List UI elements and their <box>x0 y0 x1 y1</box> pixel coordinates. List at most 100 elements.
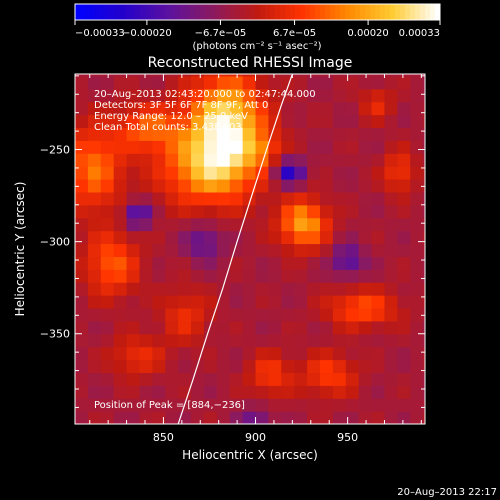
colorbar-swatch <box>280 4 286 20</box>
heatmap-cell <box>152 101 166 116</box>
heatmap-cell <box>126 179 141 193</box>
heatmap-cell <box>423 282 425 296</box>
heatmap-cell <box>87 140 102 154</box>
colorbar-swatch <box>385 4 391 20</box>
heatmap-cell <box>345 101 360 116</box>
heatmap-cell <box>307 295 321 309</box>
heatmap-cell <box>307 243 321 257</box>
heatmap-cell <box>165 307 179 322</box>
heatmap-cell <box>87 204 102 219</box>
heatmap-cell <box>255 88 270 103</box>
heatmap-cell <box>229 320 244 335</box>
heatmap-cell <box>113 385 128 399</box>
heatmap-cell <box>358 74 373 77</box>
heatmap-cell <box>397 411 411 424</box>
heatmap-cell <box>294 140 308 154</box>
heatmap-cell <box>268 411 282 424</box>
heatmap-cell <box>216 411 231 424</box>
heatmap-cell <box>268 320 282 335</box>
heatmap-cell <box>75 346 89 361</box>
heatmap-cell <box>87 101 102 116</box>
solar-limb-curve <box>177 74 293 424</box>
colorbar-swatch <box>375 4 381 20</box>
heatmap-cell <box>294 269 308 283</box>
heatmap-cell <box>203 179 218 193</box>
colorbar-tick-label: 6.7e−05 <box>273 28 316 39</box>
heatmap-cell <box>255 191 270 206</box>
heatmap-cell <box>281 204 295 219</box>
heatmap-cell <box>87 75 102 90</box>
x-tick-label: 850 <box>153 431 174 444</box>
heatmap-cell <box>229 127 244 141</box>
heatmap-cell <box>268 114 282 129</box>
heatmap-cell <box>152 372 166 386</box>
heatmap-cell <box>255 385 270 399</box>
heatmap-cell <box>358 333 373 348</box>
heatmap-cell <box>255 75 270 90</box>
heatmap-cell <box>358 140 373 154</box>
heatmap-cell <box>371 179 386 193</box>
heatmap-cell <box>397 295 411 309</box>
heatmap-cell <box>165 333 179 348</box>
heatmap-cell <box>345 166 360 180</box>
heatmap-cell <box>281 166 295 180</box>
heatmap-cell <box>178 217 192 232</box>
heatmap-cell <box>191 179 205 193</box>
heatmap-cell <box>294 74 308 77</box>
heatmap-cell <box>410 385 424 399</box>
colorbar-swatch <box>255 4 261 20</box>
heatmap-cell <box>191 88 205 103</box>
heatmap-cell <box>358 295 373 309</box>
heatmap-cell <box>410 166 424 180</box>
heatmap-cell <box>423 269 425 283</box>
heatmap-cell <box>397 179 411 193</box>
heatmap-cell <box>423 243 425 257</box>
heatmap-cell <box>268 179 282 193</box>
heatmap-cell <box>165 140 179 154</box>
heatmap-cell <box>100 140 115 154</box>
heatmap-cell <box>203 153 218 167</box>
colorbar-swatch <box>135 4 141 20</box>
heatmap-cell <box>371 398 386 412</box>
heatmap-cell <box>423 320 425 335</box>
heatmap-cell <box>203 282 218 296</box>
heatmap-cell <box>384 153 398 167</box>
heatmap-cell <box>242 179 257 193</box>
colorbar-swatch <box>310 4 316 20</box>
heatmap-cell <box>332 295 347 309</box>
heatmap-cell <box>332 385 347 399</box>
heatmap-cell <box>152 243 166 257</box>
heatmap-cell <box>358 307 373 322</box>
heatmap-cell <box>281 88 295 103</box>
heatmap-cell <box>307 256 321 270</box>
heatmap-cell <box>294 166 308 180</box>
heatmap-cell <box>371 372 386 386</box>
heatmap-cell <box>229 74 244 77</box>
heatmap-cell <box>320 114 334 129</box>
heatmap-cell <box>384 398 398 412</box>
heatmap-cell <box>75 204 89 219</box>
heatmap-cell <box>126 320 141 335</box>
heatmap-cell <box>191 217 205 232</box>
heatmap-cell <box>100 88 115 103</box>
heatmap-cell <box>100 282 115 296</box>
heatmap-cell <box>307 191 321 206</box>
heatmap-cell <box>87 385 102 399</box>
heatmap-cell <box>320 75 334 90</box>
heatmap-cell <box>152 359 166 374</box>
heatmap-cell <box>332 307 347 322</box>
heatmap-cell <box>423 359 425 374</box>
heatmap-cell <box>320 230 334 245</box>
heatmap-cell <box>113 88 128 103</box>
heatmap-cell <box>307 230 321 245</box>
colorbar-swatch <box>360 4 366 20</box>
heatmap-cell <box>139 179 153 193</box>
heatmap-cell <box>255 74 270 77</box>
heatmap-cell <box>139 75 153 90</box>
heatmap-cell <box>152 282 166 296</box>
colorbar-tick-label: 0.00033 <box>399 28 440 39</box>
colorbar-swatch <box>80 4 86 20</box>
heatmap-cell <box>294 307 308 322</box>
heatmap-cell <box>410 191 424 206</box>
heatmap-cell <box>397 114 411 129</box>
